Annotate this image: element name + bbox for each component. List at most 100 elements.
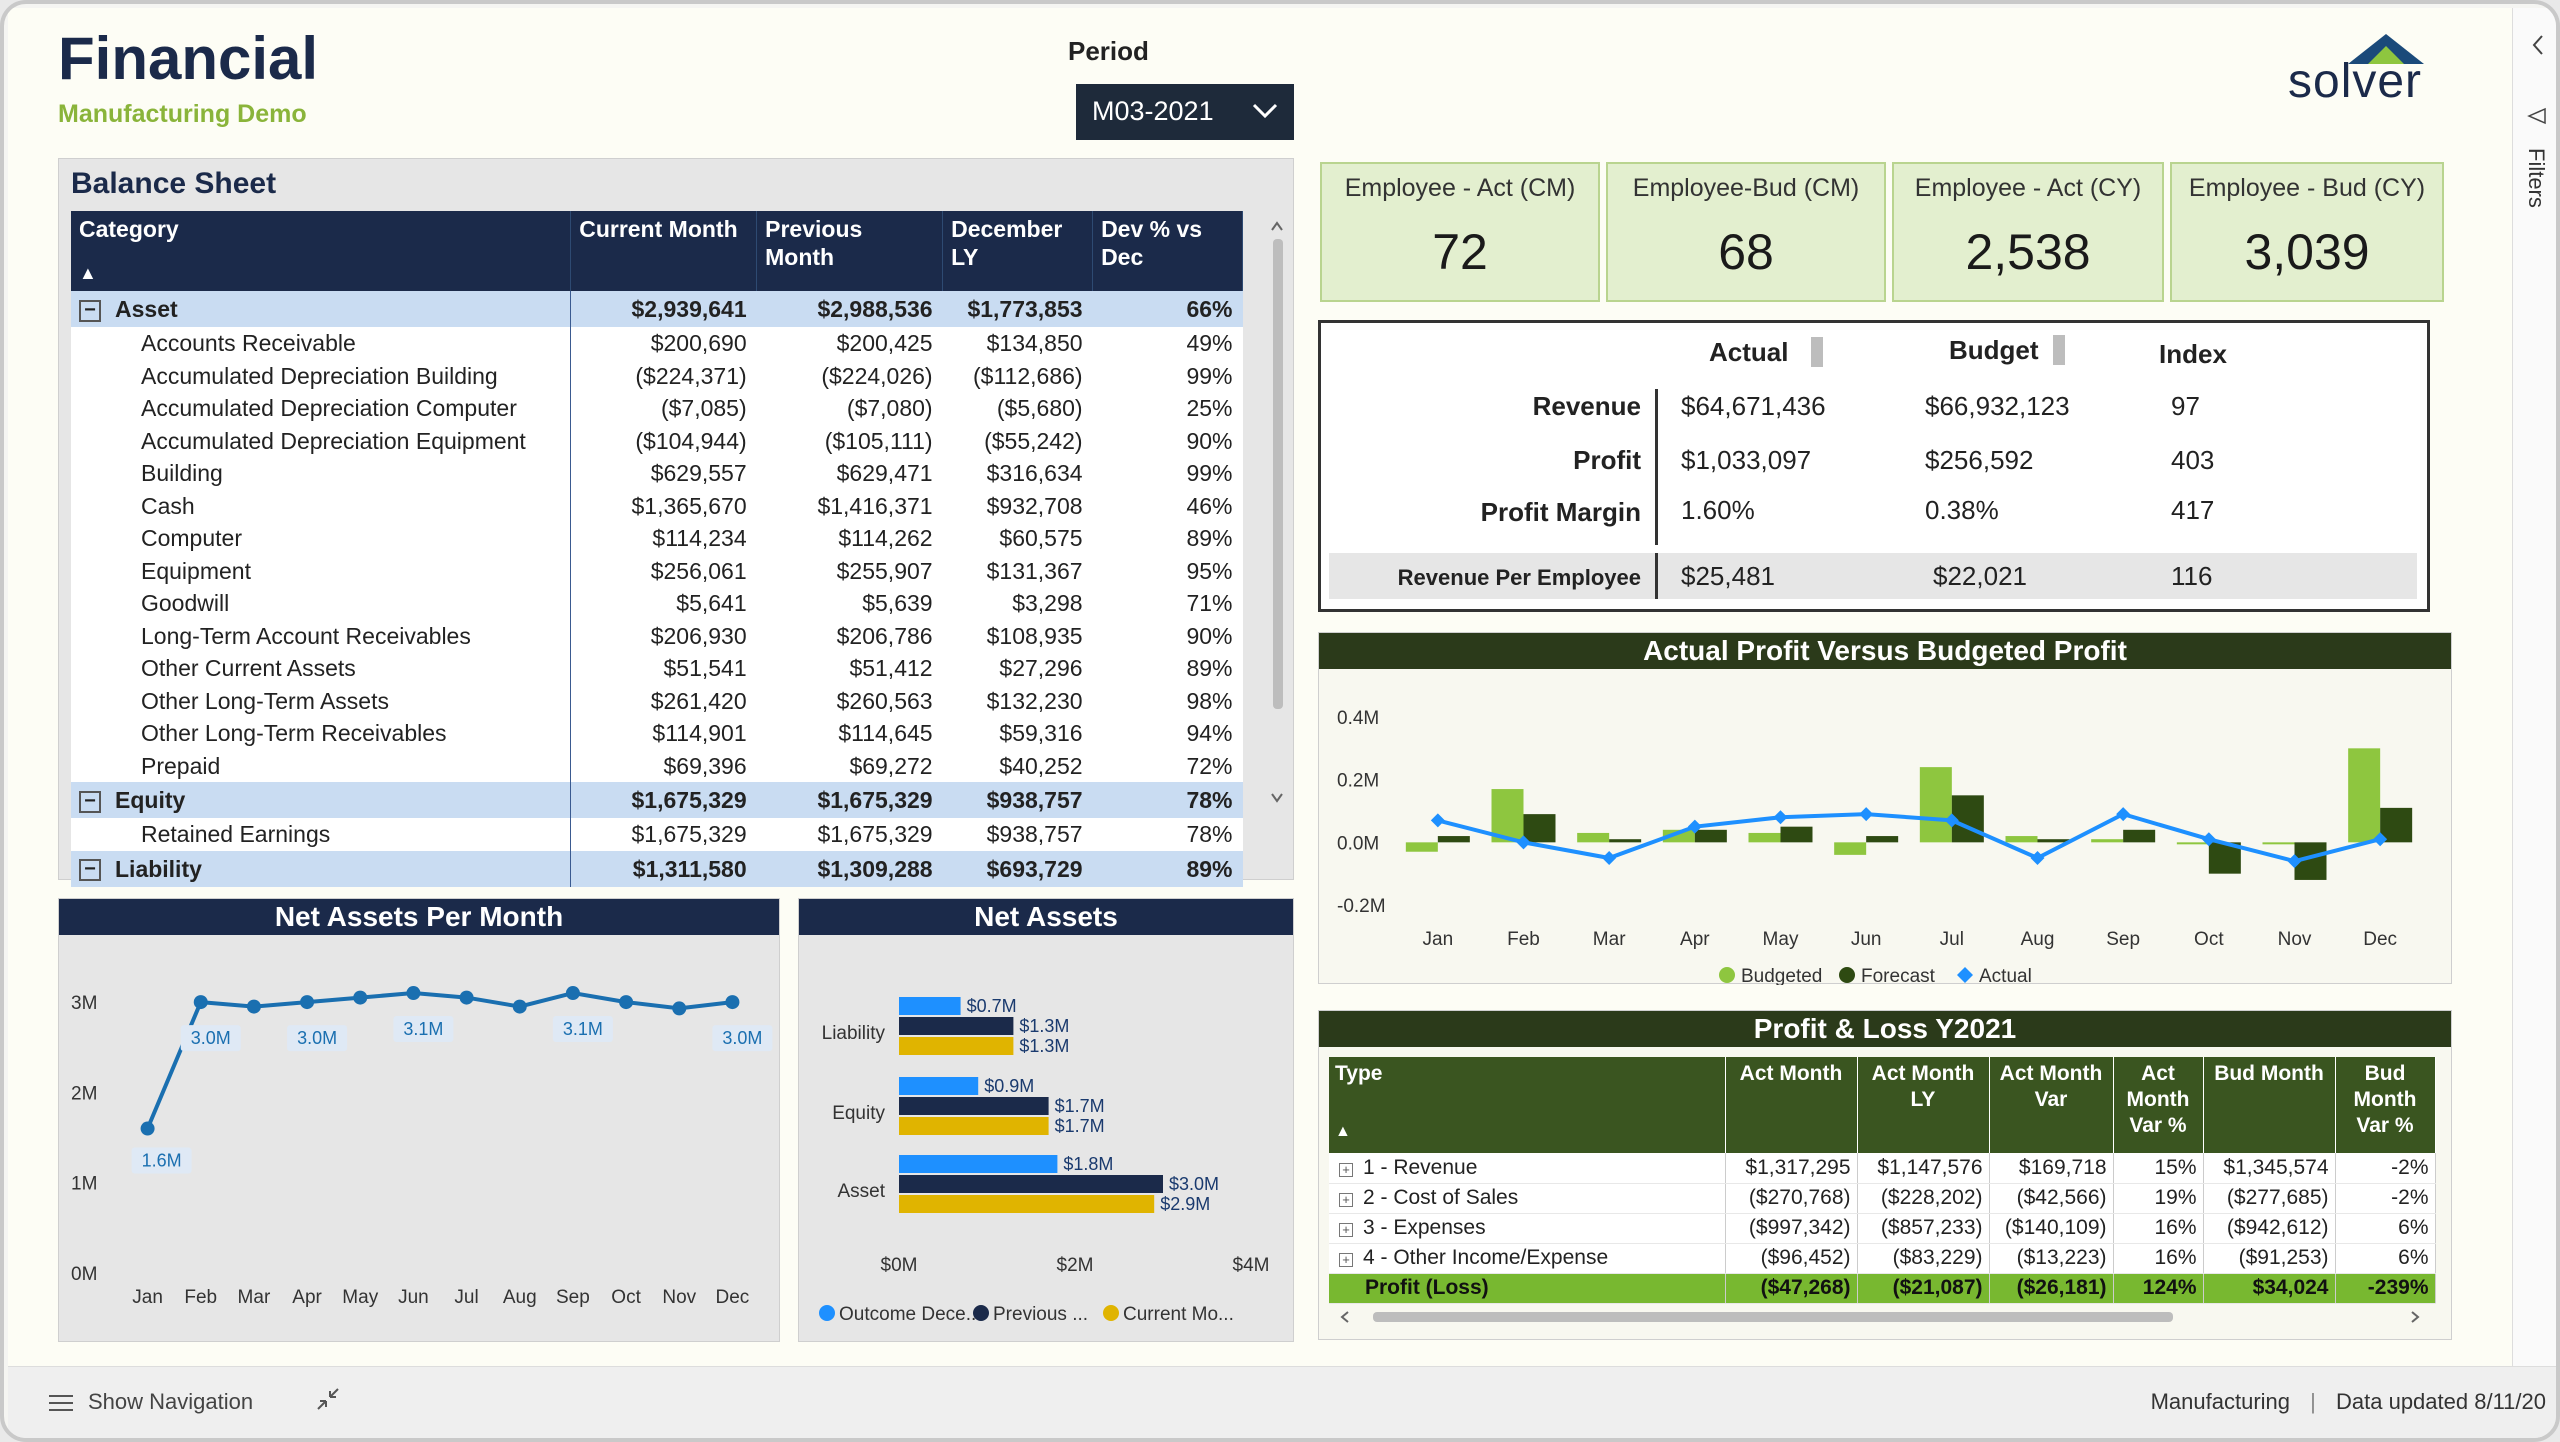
collapse-toggle-icon[interactable]: − <box>79 790 101 813</box>
table-row[interactable]: Accumulated Depreciation Equipment ($104,… <box>71 424 1243 457</box>
bar-budgeted <box>1748 832 1781 843</box>
col-header-current-month[interactable]: Current Month <box>570 211 758 291</box>
total-value: ($26,181) <box>1989 1273 2114 1304</box>
net-assets-line-chart[interactable]: 0M 1M 2M 3M Jan 1.6M Feb 3.0M Mar Apr 3.0M May Jun 3.… <box>59 935 781 1343</box>
table-row[interactable]: Other Long-Term Receivables $114,901 $114,… <box>71 717 1243 750</box>
collapse-toggle-icon[interactable]: − <box>79 859 101 882</box>
line-net-assets <box>145 991 733 1130</box>
table-row[interactable]: Cash $1,365,670 $1,416,371 $932,708 46% <box>71 489 1243 522</box>
table-group-row[interactable]: − Equity $1,675,329 $1,675,329 $938,757 78% <box>71 782 1243 818</box>
col-header-act-month-var[interactable]: Act Month Var <box>1989 1057 2114 1153</box>
row-type[interactable]: +3 - Expenses <box>1329 1213 1726 1244</box>
row-value: $260,563 <box>756 684 943 717</box>
table-row[interactable]: Other Long-Term Assets $261,420 $260,563 $1… <box>71 684 1243 717</box>
table-row[interactable]: Prepaid $69,396 $69,272 $40,252 72% <box>71 749 1243 782</box>
col-header-category[interactable]: Category ▲ <box>71 211 572 291</box>
row-value: $108,935 <box>942 619 1093 652</box>
table-row[interactable]: +2 - Cost of Sales ($270,768) ($228,202) ($… <box>1329 1183 2436 1214</box>
table-row[interactable]: Building $629,557 $629,471 $316,634 99% <box>71 457 1243 490</box>
col-header-bud-month[interactable]: Bud Month <box>2203 1057 2336 1153</box>
row-value: 99% <box>1092 457 1243 490</box>
table-row[interactable]: Other Current Assets $51,541 $51,412 $27,29… <box>71 652 1243 685</box>
fit-to-page-icon[interactable] <box>314 1385 342 1420</box>
x-tick-label: Oct <box>2194 929 2224 950</box>
row-type[interactable]: +2 - Cost of Sales <box>1329 1183 1726 1214</box>
revenue-summary-card: Actual Budget Index Revenue $64,671,436 … <box>1318 320 2430 612</box>
row-value: 78% <box>1092 818 1243 851</box>
table-row[interactable]: +1 - Revenue $1,317,295 $1,147,576 $169,718… <box>1329 1153 2436 1184</box>
group-category[interactable]: − Liability <box>71 850 572 887</box>
bar-forecast <box>2380 807 2413 843</box>
legend-label: Forecast <box>1861 966 1936 985</box>
table-row[interactable]: Goodwill $5,641 $5,639 $3,298 71% <box>71 587 1243 620</box>
row-value: ($942,612) <box>2203 1213 2336 1244</box>
table-row[interactable]: Accumulated Depreciation Building ($224,3… <box>71 359 1243 392</box>
col-header-act-month-var-pct[interactable]: Act Month Var % <box>2113 1057 2204 1153</box>
table-group-row[interactable]: − Asset $2,939,641 $2,988,536 $1,773,853 66% <box>71 291 1243 327</box>
footer-bar: Show Navigation Manufacturing | Data upd… <box>8 1366 2556 1438</box>
y-tick-label: Liability <box>822 1023 886 1044</box>
table-row[interactable]: Computer $114,234 $114,262 $60,575 89% <box>71 522 1243 555</box>
scroll-right-icon[interactable] <box>2409 1310 2421 1324</box>
col-header-previous-month[interactable]: Previous Month <box>756 211 944 291</box>
data-label-box <box>712 1025 773 1052</box>
data-label-box <box>287 1025 348 1052</box>
kpi-value: 68 <box>1718 224 1774 280</box>
group-category[interactable]: − Equity <box>71 782 572 818</box>
row-type[interactable]: +4 - Other Income/Expense <box>1329 1243 1726 1274</box>
bar-budgeted <box>2348 748 2381 843</box>
expand-icon[interactable]: + <box>1339 1223 1353 1237</box>
expand-icon[interactable]: + <box>1339 1253 1353 1267</box>
row-value: ($7,085) <box>570 392 757 425</box>
group-value: 78% <box>1092 782 1243 818</box>
point-actual <box>2030 851 2045 865</box>
total-value: $34,024 <box>2203 1273 2336 1304</box>
horizontal-scrollbar[interactable] <box>1329 1306 2435 1328</box>
table-row[interactable]: Long-Term Account Receivables $206,930 $20… <box>71 619 1243 652</box>
x-tick-label: Feb <box>1507 929 1540 950</box>
filter-icon[interactable] <box>2527 106 2547 126</box>
actual-vs-budget-chart[interactable]: -0.2M 0.0M 0.2M 0.4M Jan Feb Mar Apr May Jun Jul Au… <box>1319 669 2453 985</box>
legend-label: Actual <box>1979 966 2032 985</box>
group-value: $1,773,853 <box>942 291 1093 327</box>
expand-icon[interactable]: + <box>1339 1193 1353 1207</box>
scrollbar-thumb[interactable] <box>1373 1311 2173 1322</box>
scrollbar-thumb[interactable] <box>1273 239 1283 709</box>
collapse-toggle-icon[interactable]: − <box>79 299 101 322</box>
point-actual <box>2116 807 2131 822</box>
kpi-value: 2,538 <box>1965 224 2091 280</box>
row-value: $938,757 <box>942 818 1093 851</box>
table-row[interactable]: Retained Earnings $1,675,329 $1,675,329 $93… <box>71 818 1243 851</box>
table-row[interactable]: Equipment $256,061 $255,907 $131,367 95% <box>71 554 1243 587</box>
table-row[interactable]: +3 - Expenses ($997,342) ($857,233) ($140,1… <box>1329 1213 2436 1244</box>
collapse-filters-icon[interactable] <box>2531 34 2545 56</box>
col-header-act-month-ly[interactable]: Act Month LY <box>1857 1057 1990 1153</box>
col-header-dev-pct[interactable]: Dev % vs Dec <box>1092 211 1243 291</box>
table-row[interactable]: Accounts Receivable $200,690 $200,425 $134,… <box>71 327 1243 360</box>
vertical-scrollbar[interactable] <box>1271 219 1283 839</box>
row-value: 99% <box>1092 359 1243 392</box>
rev-actual-profit: $1,033,097 <box>1681 445 1812 475</box>
net-assets-bar-chart[interactable]: Liability $0.7M$1.3M$1.3M Equity $0.9M $1.7M… <box>799 935 1295 1343</box>
table-row[interactable]: +4 - Other Income/Expense ($96,452) ($83,2… <box>1329 1243 2436 1274</box>
group-category[interactable]: − Asset <box>71 291 572 327</box>
expand-icon[interactable]: + <box>1339 1162 1353 1177</box>
table-group-row[interactable]: − Liability $1,311,580 $1,309,288 $693,729 89… <box>71 850 1243 887</box>
legend-label: Previous ... <box>993 1304 1088 1325</box>
total-value: ($21,087) <box>1857 1273 1990 1304</box>
total-row: Profit (Loss) ($47,268) ($21,087) ($26,181)… <box>1329 1273 2436 1304</box>
scroll-up-icon[interactable] <box>1271 219 1283 233</box>
filters-pane[interactable]: Filters <box>2512 8 2556 1366</box>
show-navigation-button[interactable]: Show Navigation <box>48 1389 253 1415</box>
col-header-december-ly[interactable]: December LY <box>942 211 1094 291</box>
col-header-bud-month-var-pct[interactable]: Bud Month Var % <box>2335 1057 2436 1153</box>
table-row[interactable]: Accumulated Depreciation Computer ($7,085… <box>71 392 1243 425</box>
x-tick-label: Sep <box>2106 929 2140 950</box>
scroll-left-icon[interactable] <box>1339 1310 1351 1324</box>
col-header-type[interactable]: Type ▲ <box>1329 1057 1726 1153</box>
row-type[interactable]: +1 - Revenue <box>1329 1153 1726 1184</box>
period-dropdown[interactable]: M03-2021 <box>1076 84 1294 140</box>
filters-label[interactable]: Filters <box>2524 148 2549 208</box>
col-header-act-month[interactable]: Act Month <box>1725 1057 1858 1153</box>
scroll-down-icon[interactable] <box>1271 791 1283 805</box>
